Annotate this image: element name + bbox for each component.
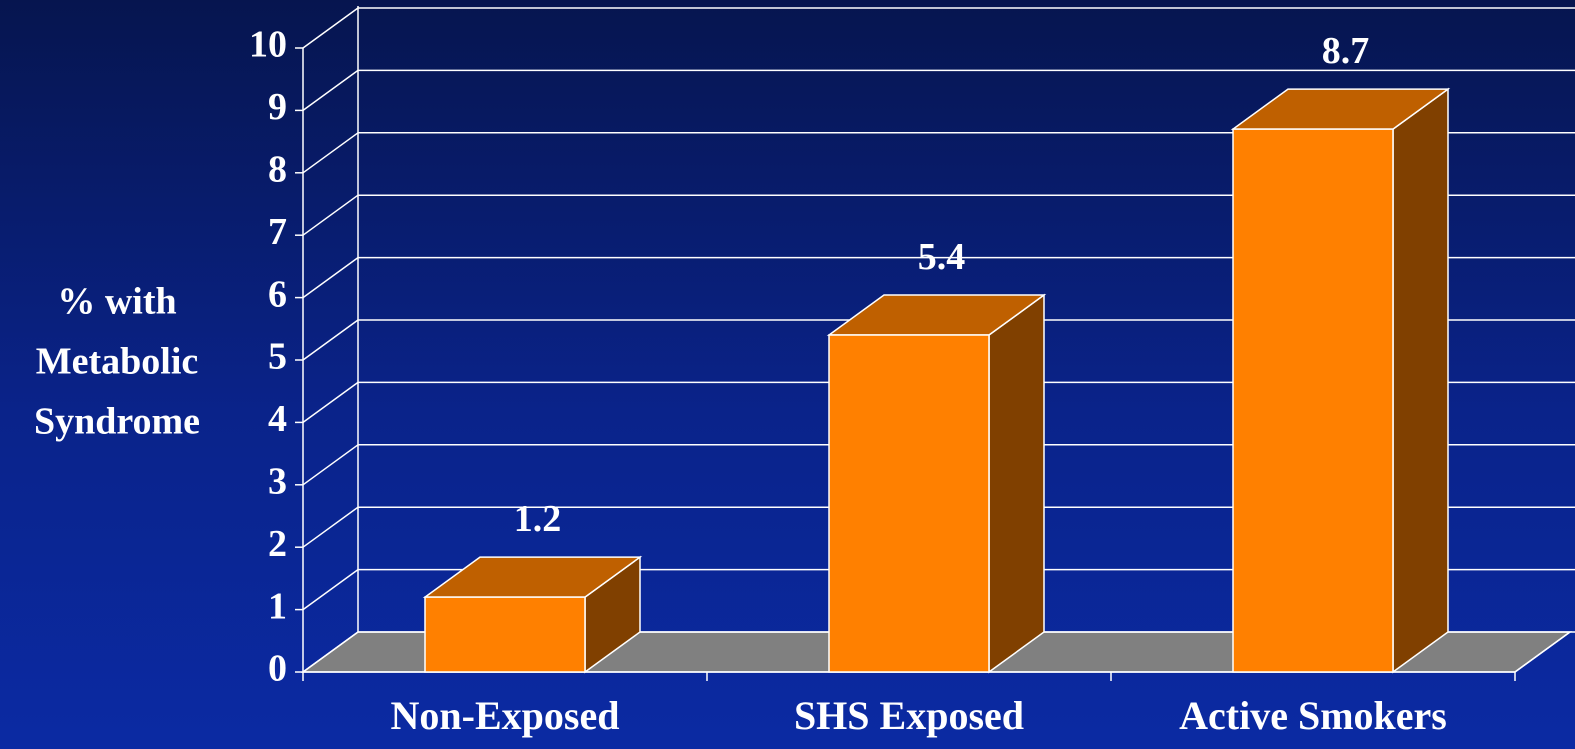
grid-line	[302, 256, 359, 299]
grid-line	[302, 194, 359, 236]
y-tick-label: 3	[268, 461, 287, 503]
bar	[826, 293, 1047, 674]
bar-front	[828, 334, 990, 673]
grid-line	[302, 444, 359, 486]
y-tick-label: 0	[268, 648, 287, 690]
grid-line	[302, 7, 359, 49]
data-label: 5.4	[918, 236, 966, 278]
bar	[1230, 87, 1451, 674]
y-axis-title: Syndrome	[34, 401, 200, 443]
grid-line	[302, 69, 359, 112]
y-tick-label: 5	[268, 336, 287, 378]
y-tick-label: 7	[268, 211, 287, 253]
grid-line	[302, 506, 359, 548]
y-tick-label: 10	[249, 24, 287, 66]
y-tick-label: 6	[268, 273, 287, 315]
x-tick-label: SHS Exposed	[794, 693, 1024, 738]
x-tick-label: Active Smokers	[1179, 693, 1447, 738]
x-tick-label: Non-Exposed	[391, 693, 620, 738]
bar-side	[1392, 87, 1449, 674]
bar-front	[1232, 128, 1394, 673]
bar	[422, 555, 643, 674]
y-tick-label: 8	[268, 149, 287, 191]
data-label: 8.7	[1322, 30, 1370, 72]
floor-edge	[1514, 631, 1571, 673]
y-axis-title: % with	[57, 281, 176, 323]
y-tick-label: 1	[268, 585, 287, 627]
grid-line	[302, 631, 359, 673]
y-tick-label: 4	[268, 398, 287, 440]
y-tick-label: 2	[268, 523, 287, 565]
y-axis-title: Metabolic	[36, 341, 199, 383]
grid-line	[302, 568, 359, 611]
data-label: 1.2	[514, 498, 562, 540]
y-tick-label: 9	[268, 86, 287, 128]
grid-line	[302, 381, 359, 424]
grid-line	[302, 319, 359, 361]
bar-front	[424, 596, 586, 673]
grid-line	[302, 132, 359, 174]
bar-side	[988, 293, 1045, 674]
